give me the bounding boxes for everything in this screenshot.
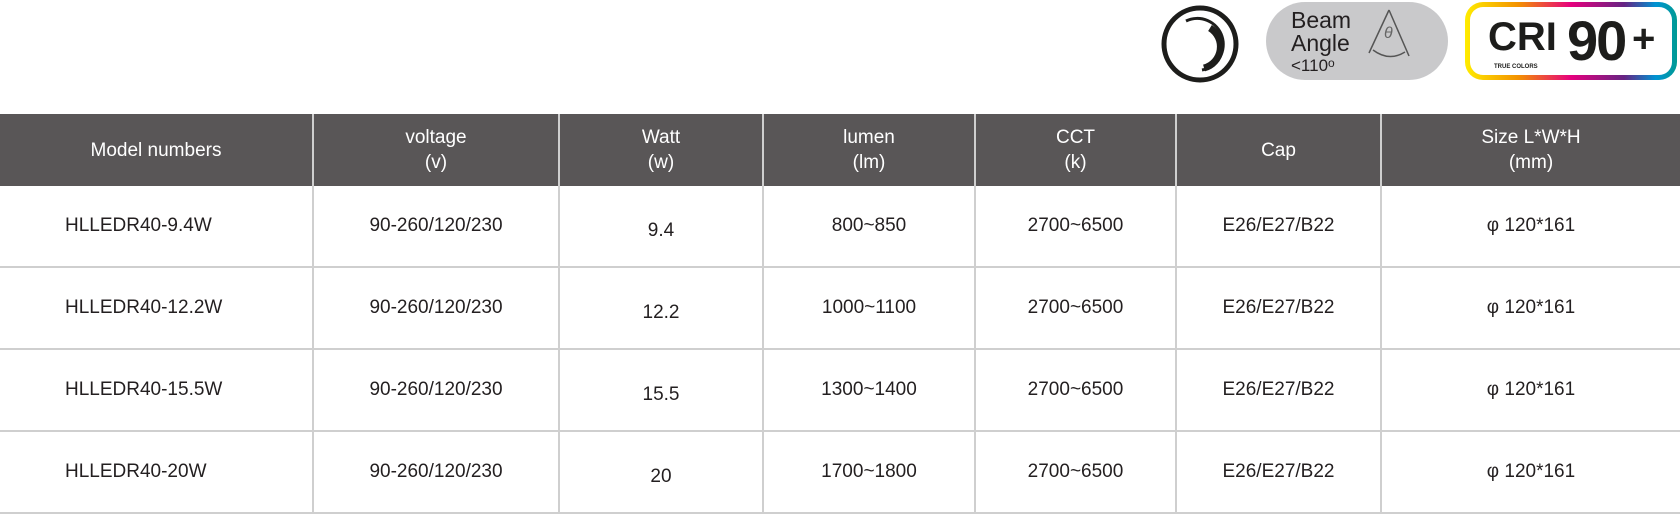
column-header-title: Size L*W*H — [1481, 127, 1581, 148]
table-cell: φ 120*161 — [1380, 431, 1680, 514]
table-cell: HLLEDR40-15.5W — [0, 349, 313, 432]
column-header-unit: (mm) — [1508, 152, 1554, 173]
theta-symbol: θ — [1384, 25, 1393, 42]
spec-table: Model numbers voltage (v) Watt (w) lumen (lm) C… — [0, 114, 1680, 514]
table-cell: φ 120*161 — [1380, 186, 1680, 268]
table-cell: 90-260/120/230 — [312, 349, 559, 432]
column-header-title: Watt — [641, 127, 681, 148]
beam-angle-badge: Beam Angle <110o θ — [1266, 2, 1448, 80]
column-header: lumen (lm) — [762, 114, 975, 186]
column-header-title: Model numbers — [90, 139, 222, 161]
table-cell: 12.2 — [558, 267, 763, 350]
column-header-unit: (k) — [1064, 152, 1087, 173]
column-header: Cap — [1175, 114, 1381, 186]
table-cell: E26/E27/B22 — [1175, 267, 1381, 350]
dimmable-ring-icon — [1161, 5, 1239, 83]
cri-plus: + — [1632, 17, 1656, 61]
table-cell: φ 120*161 — [1380, 349, 1680, 432]
table-cell: 90-260/120/230 — [312, 186, 559, 268]
column-header-unit: (v) — [424, 152, 448, 173]
table-row: HLLEDR40-9.4W 90-260/120/230 9.4 800~850 270… — [0, 186, 1680, 268]
table-cell: 2700~6500 — [974, 349, 1176, 432]
column-header-unit: (lm) — [852, 152, 886, 173]
beam-line1: Beam — [1291, 7, 1352, 33]
cri-value: 90 — [1567, 9, 1627, 72]
cri-badge: CRI TRUE COLORS 90 + — [1465, 2, 1677, 80]
table-cell: 1300~1400 — [762, 349, 975, 432]
beam-value: <110o — [1291, 57, 1335, 75]
table-cell: E26/E27/B22 — [1175, 349, 1381, 432]
table-cell: 2700~6500 — [974, 267, 1176, 350]
table-cell: 2700~6500 — [974, 431, 1176, 514]
beam-value-unit: o — [1328, 56, 1335, 70]
table-cell: φ 120*161 — [1380, 267, 1680, 350]
column-header-title: CCT — [1055, 127, 1096, 148]
table-cell: 2700~6500 — [974, 186, 1176, 268]
table-cell: 90-260/120/230 — [312, 267, 559, 350]
table-cell: 20 — [558, 431, 763, 514]
table-cell: 1700~1800 — [762, 431, 975, 514]
table-cell: HLLEDR40-20W — [0, 431, 313, 514]
column-header: Model numbers — [0, 114, 313, 186]
feature-badges: Beam Angle <110o θ CRI TRUE COLORS 90 + — [0, 0, 1680, 100]
table-cell: HLLEDR40-9.4W — [0, 186, 313, 268]
beam-line2: Angle — [1291, 30, 1350, 56]
table-cell: 15.5 — [558, 349, 763, 432]
column-header-title: lumen — [843, 127, 895, 148]
cri-sub: TRUE COLORS — [1494, 64, 1538, 70]
table-row: HLLEDR40-12.2W 90-260/120/230 12.2 1000~110… — [0, 267, 1680, 350]
column-header-unit: (w) — [647, 152, 675, 173]
table-cell: E26/E27/B22 — [1175, 431, 1381, 514]
table-row: HLLEDR40-15.5W 90-260/120/230 15.5 1300~140… — [0, 349, 1680, 432]
column-header: Size L*W*H (mm) — [1380, 114, 1680, 186]
table-cell: 1000~1100 — [762, 267, 975, 350]
beam-angle-icon: θ — [1368, 9, 1410, 58]
column-header-title: Cap — [1261, 139, 1296, 161]
column-header: CCT (k) — [974, 114, 1176, 186]
header-row: Model numbers voltage (v) Watt (w) lumen (lm) C… — [0, 114, 1680, 186]
cri-label: CRI — [1488, 15, 1557, 59]
column-header-title: voltage — [405, 127, 467, 148]
table-cell: 9.4 — [558, 186, 763, 268]
table-cell: 90-260/120/230 — [312, 431, 559, 514]
beam-value-number: <110 — [1291, 56, 1329, 75]
table-cell: HLLEDR40-12.2W — [0, 267, 313, 350]
table-row: HLLEDR40-20W 90-260/120/230 20 1700~1800 270… — [0, 431, 1680, 514]
column-header: voltage (v) — [312, 114, 559, 186]
table-cell: E26/E27/B22 — [1175, 186, 1381, 268]
table-cell: 800~850 — [762, 186, 975, 268]
column-header: Watt (w) — [558, 114, 763, 186]
